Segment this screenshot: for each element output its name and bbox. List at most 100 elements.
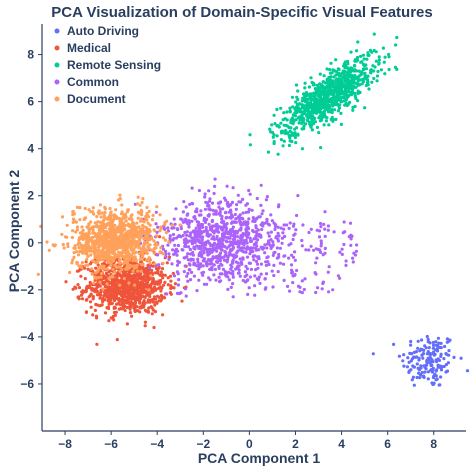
data-point	[297, 115, 301, 119]
data-point	[111, 267, 115, 271]
data-point	[221, 207, 225, 211]
data-point	[272, 113, 276, 117]
data-point	[269, 213, 273, 217]
data-point	[141, 294, 145, 298]
data-point	[318, 82, 322, 86]
data-point	[255, 232, 259, 236]
data-point	[140, 280, 144, 284]
data-point	[105, 241, 109, 245]
data-point	[144, 214, 148, 219]
data-point	[141, 291, 145, 295]
data-point	[118, 265, 122, 269]
data-point	[190, 219, 194, 223]
data-point	[88, 280, 92, 285]
data-point	[75, 250, 79, 254]
data-point	[435, 349, 440, 353]
data-point	[329, 83, 333, 87]
data-point	[184, 205, 188, 209]
data-point	[196, 257, 200, 261]
data-point	[282, 227, 286, 231]
data-point	[176, 283, 180, 287]
data-point	[245, 255, 250, 259]
data-point	[95, 215, 99, 219]
data-point	[167, 257, 171, 261]
data-point	[123, 270, 127, 274]
data-point	[294, 83, 299, 87]
data-point	[99, 215, 103, 219]
data-point	[445, 337, 449, 341]
data-point	[169, 279, 173, 283]
data-point	[195, 231, 199, 235]
data-point	[318, 102, 322, 106]
data-point	[98, 284, 102, 288]
data-point	[130, 314, 134, 318]
data-point	[138, 203, 142, 207]
data-point	[208, 225, 212, 229]
data-point	[347, 89, 351, 94]
data-point	[66, 244, 70, 249]
data-point	[342, 220, 346, 224]
data-point	[300, 147, 304, 151]
data-point	[444, 363, 448, 367]
legend-item[interactable]: Common	[54, 75, 120, 89]
data-point	[229, 208, 233, 212]
data-point	[151, 213, 155, 217]
data-point	[102, 261, 106, 265]
data-point	[129, 288, 133, 292]
data-point	[202, 229, 206, 233]
data-point	[300, 238, 304, 243]
legend-item[interactable]: Remote Sensing	[54, 58, 162, 72]
data-point	[157, 295, 161, 299]
data-point	[106, 286, 110, 290]
x-tick-label: −6	[104, 437, 118, 451]
data-point	[423, 370, 427, 374]
data-point	[197, 220, 201, 224]
data-point	[325, 90, 329, 94]
data-point	[187, 223, 191, 227]
data-point	[293, 232, 297, 236]
data-point	[155, 205, 159, 209]
data-point	[247, 188, 251, 193]
data-point	[292, 222, 296, 226]
data-point	[144, 293, 149, 298]
data-point	[369, 68, 373, 72]
data-point	[351, 256, 355, 260]
data-point	[77, 246, 81, 250]
data-point	[356, 91, 360, 95]
data-point	[111, 227, 115, 231]
data-point	[206, 204, 210, 208]
data-point	[322, 99, 326, 103]
data-point	[290, 270, 295, 274]
data-point	[113, 248, 117, 252]
data-point	[375, 79, 379, 83]
legend-item[interactable]: Document	[54, 92, 126, 106]
data-point	[66, 242, 70, 246]
data-point	[293, 250, 297, 254]
data-point	[379, 68, 383, 72]
data-point	[425, 360, 429, 364]
x-tick-label: 0	[246, 437, 253, 451]
data-point	[187, 262, 191, 266]
data-point	[124, 215, 128, 219]
data-point	[144, 275, 148, 279]
data-point	[272, 273, 276, 278]
data-point	[247, 286, 251, 290]
data-point	[299, 110, 304, 114]
data-point	[198, 250, 203, 254]
data-point	[154, 222, 158, 226]
data-point	[150, 248, 154, 252]
data-point	[288, 289, 292, 293]
data-point	[157, 263, 161, 267]
data-point	[113, 238, 117, 242]
data-point	[147, 288, 151, 292]
data-point	[237, 200, 241, 204]
data-point	[81, 291, 85, 295]
data-point	[287, 226, 291, 230]
legend-item[interactable]: Auto Driving	[54, 24, 140, 38]
data-point	[283, 234, 287, 238]
data-point	[123, 223, 127, 227]
data-point	[282, 111, 286, 115]
legend-item[interactable]: Medical	[54, 41, 112, 55]
data-point	[156, 271, 160, 275]
data-point	[97, 209, 101, 213]
